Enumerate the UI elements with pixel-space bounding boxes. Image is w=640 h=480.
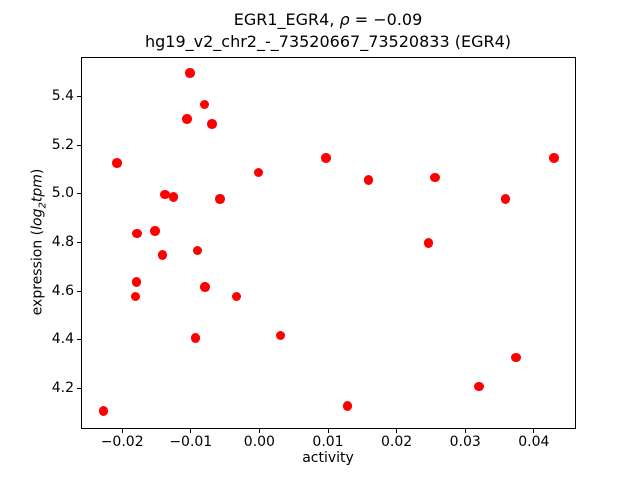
y-axis-tick bbox=[77, 242, 81, 243]
title-rho-value: = −0.09 bbox=[349, 10, 423, 29]
data-point bbox=[200, 282, 210, 292]
data-point bbox=[199, 99, 210, 110]
data-point bbox=[130, 291, 141, 302]
data-point bbox=[215, 194, 225, 204]
data-point bbox=[231, 291, 242, 302]
data-point bbox=[500, 194, 511, 204]
x-axis-tick bbox=[121, 429, 123, 433]
data-point bbox=[474, 381, 484, 392]
x-axis-tick-label: −0.01 bbox=[169, 434, 213, 450]
y-axis-tick-label: 5.0 bbox=[51, 185, 74, 202]
data-point bbox=[150, 226, 160, 236]
data-point bbox=[253, 167, 264, 178]
data-point bbox=[182, 114, 192, 124]
y-axis-tick-label: 5.2 bbox=[51, 136, 74, 153]
data-point bbox=[321, 153, 331, 163]
x-axis-tick-label: 0.04 bbox=[518, 434, 550, 450]
data-point bbox=[342, 401, 353, 411]
data-point bbox=[549, 153, 559, 163]
x-axis-tick bbox=[258, 429, 260, 433]
plot-area bbox=[81, 57, 576, 429]
data-point bbox=[363, 175, 374, 185]
data-point bbox=[190, 333, 201, 343]
data-point bbox=[98, 406, 109, 416]
x-axis-label: activity bbox=[302, 450, 354, 466]
data-point bbox=[275, 330, 286, 341]
y-axis-tick-label: 4.6 bbox=[51, 282, 74, 299]
x-axis-tick bbox=[327, 429, 329, 433]
data-point bbox=[185, 68, 195, 78]
y-axis-tick-label: 4.8 bbox=[51, 234, 74, 250]
title-gene-pair: EGR1_EGR4, bbox=[233, 10, 340, 29]
y-axis-tick bbox=[77, 387, 81, 389]
data-point bbox=[157, 250, 168, 260]
x-axis-tick-label: 0.00 bbox=[243, 434, 275, 450]
y-axis-tick bbox=[77, 96, 81, 98]
chart-title: EGR1_EGR4, ρ = −0.09 hg19_v2_chr2_-_7352… bbox=[81, 9, 575, 53]
data-point bbox=[112, 158, 122, 168]
x-axis-tick-label: 0.01 bbox=[312, 434, 344, 450]
x-axis-tick bbox=[533, 429, 535, 433]
y-axis-tick-label: 4.2 bbox=[51, 379, 74, 396]
y-axis-tick bbox=[77, 144, 81, 146]
y-axis-tick-label: 4.4 bbox=[51, 331, 74, 348]
x-axis-tick bbox=[190, 429, 192, 433]
y-axis-tick-label: 5.4 bbox=[51, 88, 74, 105]
x-axis-tick-label: 0.03 bbox=[449, 434, 481, 450]
data-point bbox=[192, 245, 203, 256]
y-axis-tick bbox=[77, 193, 81, 195]
data-point bbox=[168, 192, 179, 202]
rho-symbol: ρ bbox=[339, 10, 350, 29]
y-axis-tick bbox=[77, 290, 81, 292]
x-axis-tick bbox=[464, 429, 466, 433]
y-axis-tick bbox=[77, 339, 81, 341]
data-point bbox=[207, 119, 217, 129]
chart-subtitle: hg19_v2_chr2_-_73520667_73520833 (EGR4) bbox=[144, 32, 512, 51]
x-axis-tick bbox=[396, 429, 398, 433]
x-axis-tick-label: −0.02 bbox=[100, 434, 144, 450]
data-point bbox=[511, 352, 521, 363]
data-point bbox=[430, 172, 440, 183]
x-axis-tick-label: 0.02 bbox=[381, 434, 413, 450]
data-point bbox=[160, 189, 170, 200]
chart-title-line1: EGR1_EGR4, ρ = −0.09 bbox=[81, 9, 575, 31]
data-point bbox=[131, 277, 142, 287]
data-point bbox=[423, 238, 434, 248]
data-point bbox=[132, 228, 142, 239]
